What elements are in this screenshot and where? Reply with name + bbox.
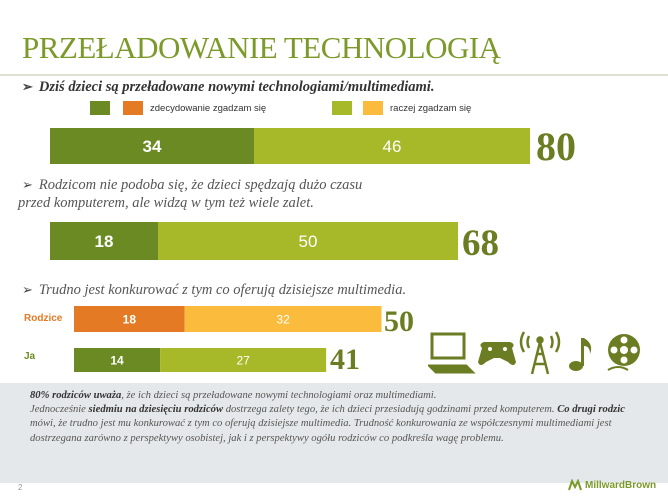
legend-swatch-dark-orange bbox=[123, 101, 143, 115]
gamepad-icon bbox=[478, 342, 516, 365]
antenna-icon bbox=[519, 331, 561, 375]
bar-label-row4-series2: 27 bbox=[236, 353, 250, 367]
bar-label-row4-series1: 14 bbox=[110, 353, 124, 367]
row-label-rodzice: Rodzice bbox=[24, 313, 63, 324]
bar-row2-series1 bbox=[50, 222, 158, 260]
legend-item-strong: zdecydowanie zgadzam się bbox=[90, 100, 266, 116]
bar-row4-series1 bbox=[74, 348, 161, 372]
summary-bold-2: siedmiu na dziesięciu rodziców bbox=[88, 404, 224, 416]
bar-row3-series2 bbox=[184, 306, 382, 332]
bar-label-row2-series2: 50 bbox=[299, 232, 318, 251]
bar-row1-series2 bbox=[254, 128, 530, 164]
summary-bold-1: 80% rodziców uważa bbox=[30, 390, 122, 401]
summary-panel bbox=[0, 383, 668, 483]
millward-brown-logo: MillwardBrown bbox=[568, 479, 656, 491]
bar-label-row3-series1: 18 bbox=[123, 312, 137, 326]
summary-text-4: mówi, że trudno jest mu konkurować z tym… bbox=[30, 418, 612, 444]
summary-text: 80% rodziców uważa, że ich dzieci są prz… bbox=[30, 389, 650, 446]
page-title: PRZEŁADOWANIE TECHNOLOGIĄ bbox=[22, 30, 501, 65]
legend-label-moderate: raczej zgadzam się bbox=[390, 102, 472, 114]
arrow-bullet-icon: ➢ bbox=[22, 177, 33, 192]
legend-item-moderate: raczej zgadzam się bbox=[332, 100, 471, 116]
legend-label-strong: zdecydowanie zgadzam się bbox=[150, 102, 267, 114]
summary-text-1: , że ich dzieci są przeładowane nowymi t… bbox=[121, 390, 437, 401]
total-label-2: 68 bbox=[462, 223, 499, 264]
legend-swatch-light-orange bbox=[363, 101, 383, 115]
multimedia-icons bbox=[428, 331, 640, 375]
bar-label-row3-series2: 32 bbox=[276, 312, 290, 326]
film-reel-icon bbox=[607, 334, 640, 371]
summary-text-2: Jednocześnie bbox=[30, 404, 89, 416]
bar-row3-series1 bbox=[74, 306, 185, 332]
statement-1: ➢ Dziś dzieci są przeładowane nowymi tech… bbox=[22, 79, 434, 96]
total-label-4: 41 bbox=[330, 343, 360, 376]
statement-3-text: Trudno jest konkurować z tym co oferują … bbox=[38, 282, 407, 298]
summary-text-3: dostrzega zalety tego, że ich dzieci prz… bbox=[223, 404, 558, 416]
logo-text: MillwardBrown bbox=[585, 479, 657, 491]
row-label-ja: Ja bbox=[24, 351, 36, 362]
laptop-icon bbox=[428, 332, 476, 374]
bar-row2-series2 bbox=[158, 222, 458, 260]
summary-bold-3: Co drugi rodzic bbox=[557, 404, 625, 416]
legend-swatch-light-green bbox=[332, 101, 352, 115]
bar-label-row2-series1: 18 bbox=[95, 232, 114, 251]
legend-swatch-dark-green bbox=[90, 101, 110, 115]
music-note-icon bbox=[569, 338, 592, 371]
title-divider bbox=[0, 74, 668, 76]
statement-3: ➢ Trudno jest konkurować z tym co oferują… bbox=[22, 282, 406, 299]
statement-2: ➢ Rodzicom nie podoba się, że dzieci spęd… bbox=[22, 177, 362, 194]
total-label-3: 50 bbox=[384, 305, 414, 338]
bar-label-row1-series2: 46 bbox=[383, 137, 402, 156]
arrow-bullet-icon: ➢ bbox=[22, 79, 33, 94]
statement-2-line1: Rodzicom nie podoba się, że dzieci spędz… bbox=[38, 177, 363, 193]
statement-1-text: Dziś dzieci są przeładowane nowymi techn… bbox=[38, 79, 435, 95]
bar-row4-series2 bbox=[160, 348, 327, 372]
bar-row1-series1 bbox=[50, 128, 254, 164]
logo-mark-icon bbox=[568, 479, 582, 491]
total-label-1: 80 bbox=[536, 124, 576, 169]
statement-2-line2: przed komputerem, ale widzą w tym też wi… bbox=[18, 195, 314, 211]
page-number: 2 bbox=[18, 483, 23, 492]
stacked-bar-chart: 34 46 18 50 18 32 14 27 bbox=[50, 128, 530, 372]
bar-label-row1-series1: 34 bbox=[143, 137, 162, 156]
arrow-bullet-icon: ➢ bbox=[22, 282, 33, 297]
